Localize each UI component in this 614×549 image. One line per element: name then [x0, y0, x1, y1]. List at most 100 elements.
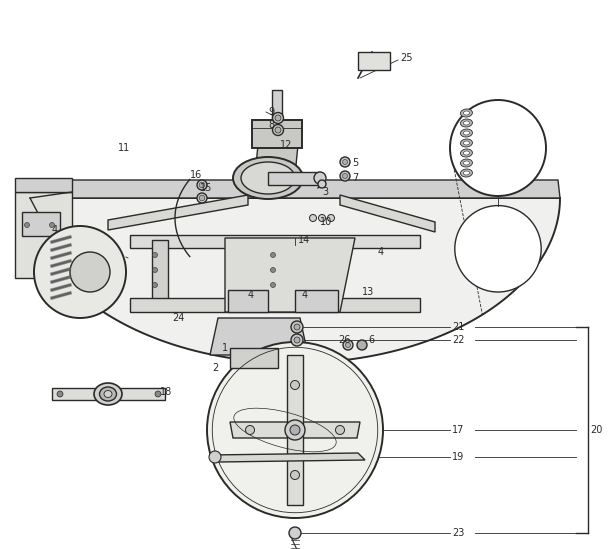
- Circle shape: [197, 193, 207, 203]
- Circle shape: [273, 113, 284, 124]
- Text: 1: 1: [222, 343, 228, 353]
- Polygon shape: [210, 318, 308, 355]
- Text: 19: 19: [452, 452, 464, 462]
- Circle shape: [291, 321, 303, 333]
- Ellipse shape: [464, 131, 470, 135]
- Polygon shape: [210, 453, 365, 462]
- Ellipse shape: [104, 390, 112, 397]
- Circle shape: [155, 391, 161, 397]
- Circle shape: [455, 205, 541, 292]
- Polygon shape: [230, 422, 360, 438]
- Ellipse shape: [464, 171, 470, 175]
- Polygon shape: [152, 240, 168, 308]
- Bar: [22, 212, 60, 236]
- Polygon shape: [130, 298, 420, 312]
- Text: 4: 4: [378, 247, 384, 257]
- Ellipse shape: [464, 141, 470, 145]
- Circle shape: [34, 226, 126, 318]
- Text: 4: 4: [52, 225, 58, 235]
- Text: 15: 15: [200, 183, 212, 193]
- Polygon shape: [287, 355, 303, 505]
- Circle shape: [346, 343, 351, 348]
- Text: 18: 18: [160, 387, 173, 397]
- Ellipse shape: [94, 383, 122, 405]
- Polygon shape: [230, 348, 278, 368]
- Polygon shape: [358, 52, 390, 70]
- Circle shape: [450, 100, 546, 196]
- Text: 14: 14: [298, 235, 310, 245]
- Circle shape: [357, 340, 367, 350]
- Text: 9: 9: [268, 107, 274, 117]
- Circle shape: [290, 380, 300, 389]
- Text: 4: 4: [302, 290, 308, 300]
- Circle shape: [285, 420, 305, 440]
- Ellipse shape: [464, 151, 470, 155]
- Ellipse shape: [464, 161, 470, 165]
- Circle shape: [199, 182, 205, 188]
- Polygon shape: [15, 178, 72, 192]
- Circle shape: [275, 115, 281, 121]
- Circle shape: [275, 127, 281, 133]
- Ellipse shape: [460, 119, 472, 127]
- Circle shape: [290, 425, 300, 435]
- Text: 16: 16: [190, 170, 202, 180]
- Text: 10: 10: [320, 217, 332, 227]
- Text: 5: 5: [352, 158, 358, 168]
- Circle shape: [291, 334, 303, 346]
- Circle shape: [271, 267, 276, 272]
- Circle shape: [343, 173, 348, 178]
- Text: 26: 26: [338, 335, 351, 345]
- Circle shape: [294, 337, 300, 343]
- Circle shape: [343, 340, 353, 350]
- Circle shape: [294, 324, 300, 330]
- Text: 22: 22: [452, 335, 465, 345]
- Circle shape: [152, 267, 158, 272]
- Circle shape: [152, 283, 158, 288]
- Polygon shape: [130, 235, 420, 248]
- Circle shape: [25, 222, 29, 227]
- Text: 13: 13: [362, 287, 375, 297]
- Polygon shape: [252, 120, 302, 148]
- Ellipse shape: [460, 169, 472, 177]
- Polygon shape: [30, 198, 560, 363]
- Circle shape: [50, 222, 55, 227]
- Circle shape: [197, 180, 207, 190]
- Polygon shape: [30, 180, 560, 198]
- Circle shape: [290, 470, 300, 479]
- Circle shape: [271, 283, 276, 288]
- Circle shape: [340, 171, 350, 181]
- Polygon shape: [270, 240, 286, 308]
- Text: 17: 17: [452, 425, 464, 435]
- Circle shape: [246, 425, 254, 434]
- Text: 24: 24: [172, 313, 184, 323]
- Circle shape: [318, 180, 326, 188]
- Ellipse shape: [460, 109, 472, 117]
- Circle shape: [70, 252, 110, 292]
- Polygon shape: [295, 290, 338, 312]
- Circle shape: [340, 157, 350, 167]
- Circle shape: [343, 160, 348, 165]
- Text: 4: 4: [248, 290, 254, 300]
- Text: 20: 20: [590, 425, 602, 435]
- Text: 11: 11: [118, 143, 130, 153]
- Text: 3: 3: [322, 187, 328, 197]
- Ellipse shape: [460, 139, 472, 147]
- Polygon shape: [52, 388, 165, 400]
- Polygon shape: [108, 195, 248, 230]
- Ellipse shape: [233, 157, 303, 199]
- Text: 21: 21: [452, 322, 464, 332]
- Polygon shape: [225, 238, 355, 312]
- Polygon shape: [340, 195, 435, 232]
- Circle shape: [289, 527, 301, 539]
- Circle shape: [57, 391, 63, 397]
- Circle shape: [319, 215, 325, 221]
- Ellipse shape: [460, 149, 472, 157]
- Circle shape: [327, 215, 335, 221]
- Circle shape: [271, 253, 276, 257]
- Ellipse shape: [314, 172, 326, 184]
- Circle shape: [152, 253, 158, 257]
- Circle shape: [199, 195, 205, 201]
- Text: 6: 6: [368, 335, 374, 345]
- Text: 25: 25: [400, 53, 413, 63]
- Polygon shape: [15, 192, 72, 278]
